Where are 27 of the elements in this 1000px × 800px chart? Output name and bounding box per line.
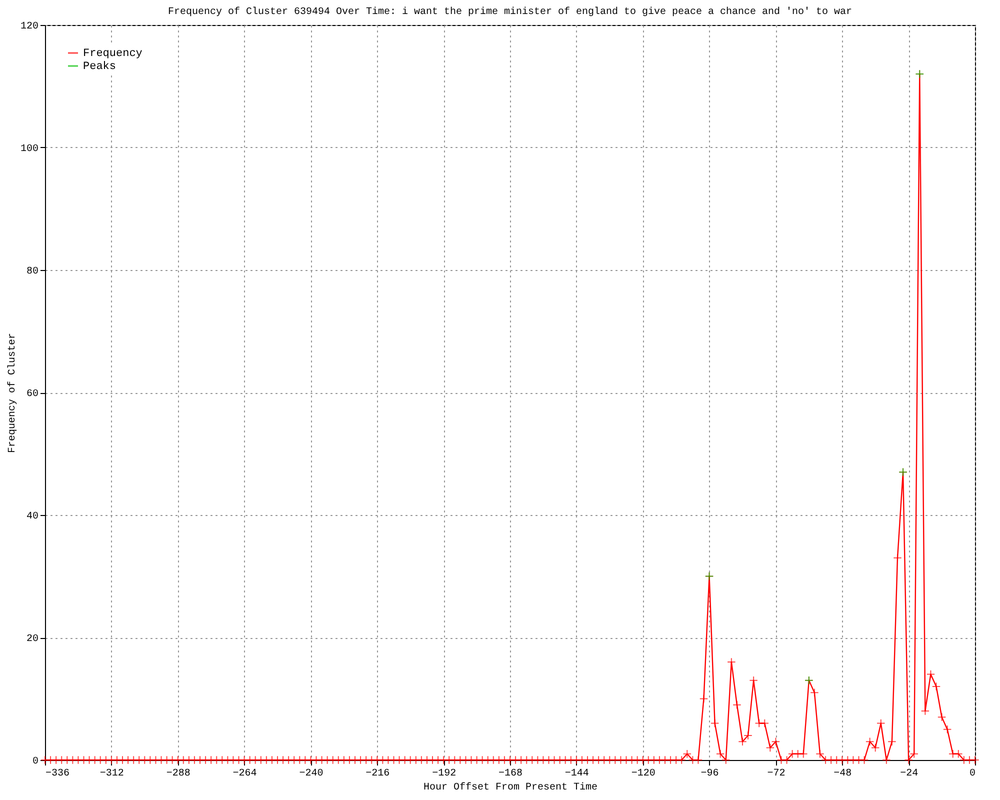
y-tick-label: 20 [26, 634, 38, 645]
x-tick-label: −216 [366, 768, 390, 780]
y-tick-label: 80 [26, 266, 38, 278]
y-axis-title: Frequency of Cluster [6, 332, 18, 454]
y-tick-label: 0 [32, 756, 38, 768]
x-axis-title: Hour Offset From Present Time [423, 782, 598, 794]
x-tick-label: −240 [299, 768, 324, 780]
x-tick-label: −96 [700, 768, 719, 780]
x-tick-label: −24 [900, 768, 918, 780]
x-tick-label: −48 [834, 768, 852, 780]
x-tick-label: 0 [969, 768, 976, 780]
x-tick-label: −144 [564, 768, 589, 780]
x-tick-label: −288 [166, 768, 190, 780]
legend-label: Frequency [83, 48, 143, 60]
x-tick-label: −120 [631, 768, 656, 780]
x-tick-label: −264 [232, 768, 257, 780]
legend-label: Peaks [83, 61, 116, 73]
chart-title: Frequency of Cluster 639494 Over Time: i want the prime minister of england to give peace a chance and 'no' to war [168, 6, 852, 18]
y-tick-label: 40 [26, 512, 38, 522]
y-tick-label: 60 [26, 389, 38, 400]
x-tick-label: −192 [432, 768, 456, 780]
y-tick-label: 100 [20, 144, 38, 155]
x-tick-label: −312 [100, 768, 124, 780]
x-tick-label: −168 [498, 768, 523, 780]
y-tick-label: 120 [20, 22, 38, 32]
x-tick-label: −336 [46, 768, 70, 780]
x-tick-label: −72 [767, 768, 786, 780]
